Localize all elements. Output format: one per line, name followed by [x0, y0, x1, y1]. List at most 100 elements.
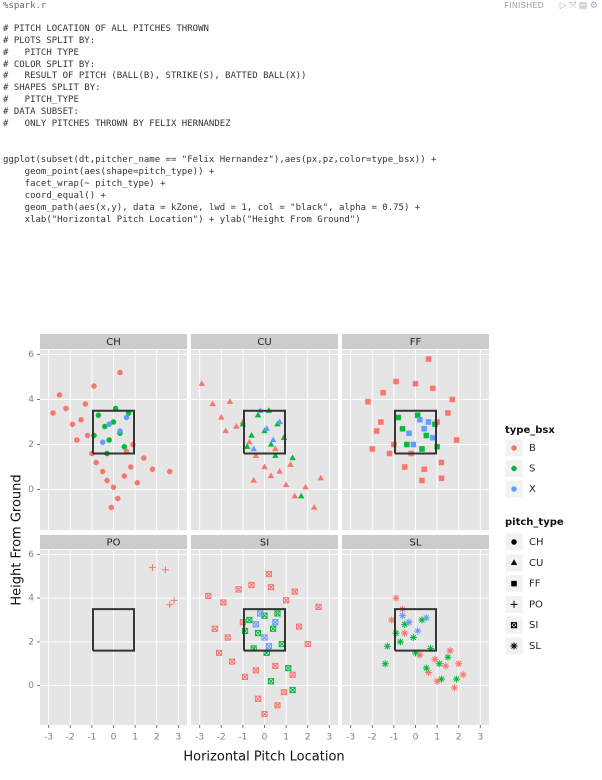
- data-point: [248, 581, 255, 589]
- data-point: [446, 647, 454, 655]
- data-point: [399, 426, 406, 432]
- strike-zone: [393, 409, 438, 455]
- data-point: [248, 431, 255, 438]
- data-point: [272, 662, 279, 670]
- data-point: [283, 597, 290, 604]
- cell-toolbar[interactable]: ▷ ⤧ ▤ ⚙: [559, 0, 598, 10]
- data-point: [404, 441, 410, 448]
- legend-label: CU: [529, 558, 543, 569]
- code-line: # RESULT OF PITCH (BALL(B), STRIKE(S), B…: [3, 71, 307, 81]
- data-point: [121, 473, 128, 479]
- legend-label: SI: [529, 620, 538, 631]
- legend-symbol: [511, 465, 517, 472]
- code-line: # DATA SUBSET:: [3, 107, 79, 117]
- data-point: [243, 443, 251, 449]
- data-point: [73, 437, 80, 443]
- legend-symbol: [510, 622, 518, 629]
- panel-strip: [342, 334, 489, 349]
- data-point: [438, 459, 445, 466]
- data-point: [422, 614, 430, 622]
- data-point: [267, 472, 275, 479]
- legend-label: SL: [529, 641, 541, 652]
- data-point: [265, 643, 272, 650]
- data-point: [272, 445, 279, 452]
- data-point: [373, 428, 380, 434]
- data-point: [280, 689, 288, 696]
- data-point: [222, 427, 229, 434]
- data-point: [417, 417, 423, 423]
- data-point: [226, 398, 234, 404]
- data-point: [216, 649, 223, 656]
- x-tick-label: 1: [132, 733, 138, 743]
- data-point: [388, 616, 396, 624]
- code-line: ggplot(subset(dt,pitcher_name == "Felix …: [3, 155, 437, 165]
- data-point: [445, 410, 451, 416]
- legend-symbol: [510, 642, 518, 650]
- legend-label: S: [529, 464, 535, 475]
- strike-zone: [393, 608, 438, 652]
- data-point: [392, 594, 400, 602]
- x-tick-label: 1: [434, 733, 440, 743]
- data-point: [270, 625, 277, 632]
- data-point: [442, 662, 450, 670]
- legend-label: CH: [529, 537, 544, 548]
- data-point: [304, 640, 311, 648]
- data-point: [401, 620, 409, 628]
- x-tick-label: 0: [413, 733, 419, 743]
- data-point: [50, 410, 56, 416]
- x-tick-label: 0: [262, 733, 268, 743]
- data-point: [261, 634, 268, 641]
- cell-label: %spark.r: [3, 1, 47, 11]
- data-point: [128, 464, 134, 470]
- x-tick-label: 0: [111, 733, 117, 743]
- code-line: # PITCH TYPE: [3, 48, 79, 58]
- data-point: [272, 619, 279, 626]
- data-point: [121, 444, 128, 450]
- strike-zone: [91, 608, 136, 652]
- x-tick-label: 2: [305, 733, 311, 743]
- panel-strip: [191, 535, 338, 549]
- data-point: [254, 630, 262, 637]
- data-point: [399, 612, 407, 620]
- y-axis-title: Height From Ground: [10, 474, 25, 605]
- data-point: [424, 669, 432, 676]
- strike-zone: [91, 409, 136, 455]
- data-point: [427, 644, 435, 652]
- data-point: [104, 477, 110, 484]
- x-tick-label: 3: [175, 733, 181, 743]
- data-point: [99, 468, 106, 475]
- data-point: [274, 610, 281, 617]
- x-tick-label: 1: [283, 733, 289, 743]
- data-point: [141, 455, 147, 461]
- data-point: [378, 419, 384, 425]
- data-point: [449, 396, 455, 403]
- data-point: [106, 421, 112, 427]
- data-point: [396, 638, 404, 646]
- data-point: [241, 673, 249, 680]
- data-point: [412, 381, 419, 387]
- data-point: [453, 675, 461, 683]
- data-point: [401, 629, 409, 637]
- data-point: [430, 435, 436, 441]
- data-point: [425, 356, 432, 362]
- data-point: [418, 616, 426, 624]
- data-point: [380, 390, 386, 396]
- data-point: [276, 467, 283, 474]
- data-point: [291, 492, 299, 499]
- data-point: [421, 466, 427, 472]
- strike-zone: [242, 608, 287, 652]
- data-point: [392, 629, 400, 637]
- legend-label: FF: [529, 579, 541, 590]
- data-point: [412, 649, 419, 657]
- data-point: [252, 621, 259, 628]
- panel-title: SL: [410, 538, 422, 549]
- data-point: [401, 464, 408, 470]
- data-point: [166, 468, 173, 475]
- panel-title: SI: [260, 538, 269, 549]
- code-line: # COLOR SPLIT BY:: [3, 60, 96, 70]
- data-point: [198, 380, 206, 386]
- y-tick-label: 4: [28, 594, 34, 604]
- data-point: [409, 634, 417, 641]
- x-tick-label: -3: [195, 733, 204, 743]
- data-point: [310, 503, 318, 510]
